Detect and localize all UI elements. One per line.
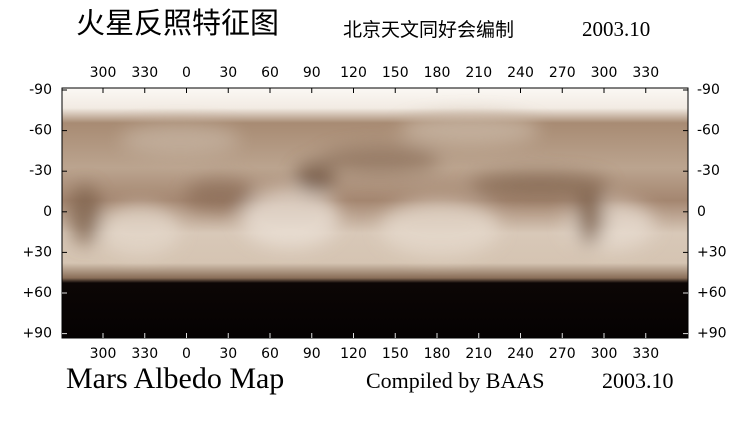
latitude-label-left: 0 (43, 204, 52, 220)
latitude-label-left: +90 (22, 326, 52, 342)
longitude-label-bottom: 210 (465, 346, 492, 362)
latitude-label-left: -90 (29, 82, 52, 98)
albedo-map (62, 88, 688, 338)
latitude-label-right: -30 (697, 163, 720, 179)
longitude-label-top: 120 (340, 65, 367, 81)
longitude-label-bottom: 150 (382, 346, 409, 362)
longitude-label-bottom: 180 (424, 346, 451, 362)
longitude-label-bottom: 330 (131, 346, 158, 362)
latitude-label-right: -90 (697, 82, 720, 98)
longitude-label-top: 330 (632, 65, 659, 81)
longitude-label-bottom: 0 (182, 346, 191, 362)
longitude-label-top: 210 (465, 65, 492, 81)
latitude-label-left: +60 (22, 285, 52, 301)
graticule-labels: 300 300 330 330 0 0 30 30 60 60 90 90 120 120 150 150 18… (22, 65, 726, 362)
longitude-label-bottom: 240 (507, 346, 534, 362)
latitude-label-right: 0 (697, 204, 706, 220)
longitude-label-top: 270 (549, 65, 576, 81)
longitude-label-bottom: 120 (340, 346, 367, 362)
footer-title: Mars Albedo Map (66, 362, 284, 395)
longitude-label-top: 90 (303, 65, 321, 81)
footer-credit: Compiled by BAAS (366, 368, 544, 393)
latitude-label-left: -60 (29, 123, 52, 139)
footer-date: 2003.10 (602, 368, 674, 393)
longitude-label-top: 180 (424, 65, 451, 81)
latitude-label-right: +60 (697, 285, 727, 301)
longitude-label-top: 300 (591, 65, 618, 81)
latitude-label-left: -30 (29, 163, 52, 179)
latitude-label-right: +30 (697, 244, 727, 260)
longitude-label-top: 60 (261, 65, 279, 81)
date: 2003.10 (582, 17, 650, 41)
longitude-label-bottom: 270 (549, 346, 576, 362)
map-frame (61, 87, 689, 339)
longitude-label-top: 240 (507, 65, 534, 81)
latitude-label-right: +90 (697, 326, 727, 342)
latitude-label-left: +30 (22, 244, 52, 260)
longitude-label-top: 30 (219, 65, 237, 81)
longitude-label-top: 0 (182, 65, 191, 81)
longitude-label-top: 150 (382, 65, 409, 81)
latitude-label-right: -60 (697, 123, 720, 139)
longitude-label-bottom: 330 (632, 346, 659, 362)
subtitle: 北京天文同好会编制 (343, 19, 514, 41)
longitude-label-top: 300 (90, 65, 117, 81)
longitude-label-bottom: 30 (219, 346, 237, 362)
longitude-label-bottom: 60 (261, 346, 279, 362)
longitude-label-top: 330 (131, 65, 158, 81)
longitude-label-bottom: 300 (591, 346, 618, 362)
title: 火星反照特征图 (76, 6, 279, 40)
longitude-label-bottom: 300 (90, 346, 117, 362)
longitude-label-bottom: 90 (303, 346, 321, 362)
